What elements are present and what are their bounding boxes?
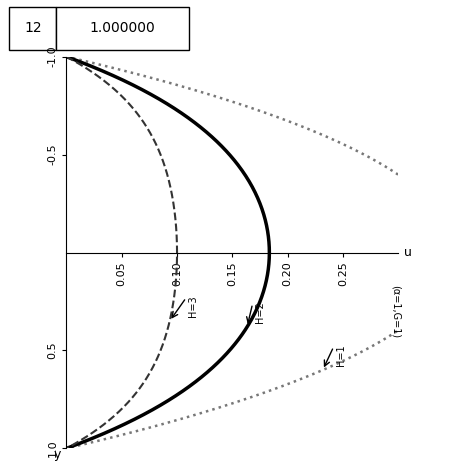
Text: 12: 12 <box>24 21 42 35</box>
Text: y: y <box>54 448 61 462</box>
Text: H=2: H=2 <box>255 302 265 323</box>
Text: u: u <box>404 246 411 259</box>
Text: H=1: H=1 <box>336 345 346 366</box>
Text: (α=1,G=1): (α=1,G=1) <box>391 285 401 338</box>
Bar <box>56 7 189 50</box>
Bar <box>9 7 56 50</box>
Text: 1.000000: 1.000000 <box>90 21 155 35</box>
Text: H=3: H=3 <box>189 295 199 317</box>
